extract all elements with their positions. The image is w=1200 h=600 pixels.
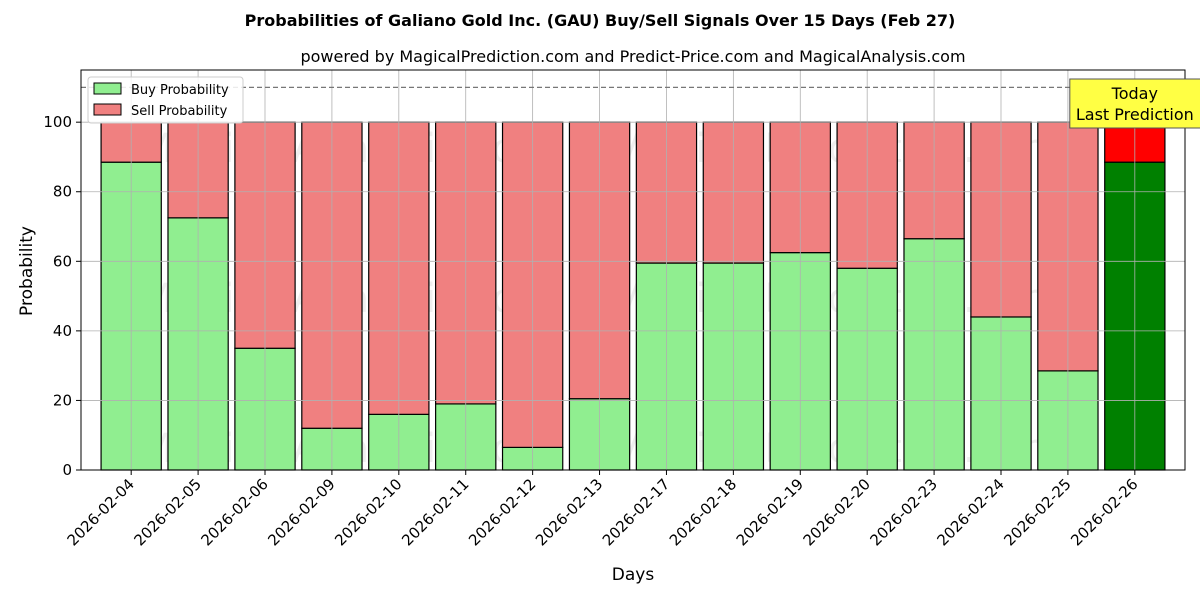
legend-label: Buy Probability — [131, 83, 229, 98]
x-tick-label: 2026-02-13 — [532, 475, 606, 549]
x-tick-label: 2026-02-26 — [1067, 475, 1141, 549]
annotation-box — [1069, 78, 1200, 129]
x-tick-label: 2026-02-24 — [933, 475, 1007, 549]
x-tick-label: 2026-02-06 — [197, 475, 271, 549]
y-tick-label: 20 — [53, 391, 72, 409]
y-tick-label: 80 — [53, 183, 72, 201]
x-tick-label: 2026-02-25 — [1000, 475, 1074, 549]
legend-swatch — [93, 82, 122, 95]
x-tick-label: 2026-02-23 — [867, 475, 941, 549]
annotation-text: Today — [1111, 84, 1158, 103]
chart-title: Probabilities of Galiano Gold Inc. (GAU)… — [245, 11, 956, 30]
x-axis-label: Days — [612, 565, 655, 585]
plot-area: MagicalAnalysis.comMagicalPrediction.com… — [43, 69, 1200, 549]
legend-box — [87, 76, 244, 124]
x-tick-label: 2026-02-20 — [800, 475, 874, 549]
y-tick-label: 100 — [43, 113, 72, 131]
x-tick-label: 2026-02-10 — [331, 475, 405, 549]
plot-frame — [80, 69, 1186, 471]
legend-label: Sell Probability — [131, 104, 228, 119]
today-annotation: Today Last Prediction — [1069, 78, 1200, 129]
x-tick-label: 2026-02-04 — [64, 475, 138, 549]
y-tick-label: 60 — [53, 252, 72, 270]
x-tick-label: 2026-02-11 — [398, 475, 472, 549]
chart-subtitle: powered by MagicalPrediction.com and Pre… — [300, 47, 965, 66]
x-tick-label: 2026-02-19 — [733, 475, 807, 549]
y-axis-label: Probability — [17, 226, 37, 316]
x-tick-label: 2026-02-09 — [264, 475, 338, 549]
x-tick-label: 2026-02-05 — [131, 475, 205, 549]
x-tick-label: 2026-02-12 — [465, 475, 539, 549]
y-tick-label: 40 — [53, 322, 72, 340]
x-tick-label: 2026-02-18 — [666, 475, 740, 549]
legend: Buy Probability Sell Probability — [87, 76, 244, 124]
legend-swatch — [93, 103, 122, 116]
annotation-text: Last Prediction — [1076, 105, 1194, 124]
y-tick-label: 0 — [62, 461, 72, 479]
x-tick-label: 2026-02-17 — [599, 475, 673, 549]
